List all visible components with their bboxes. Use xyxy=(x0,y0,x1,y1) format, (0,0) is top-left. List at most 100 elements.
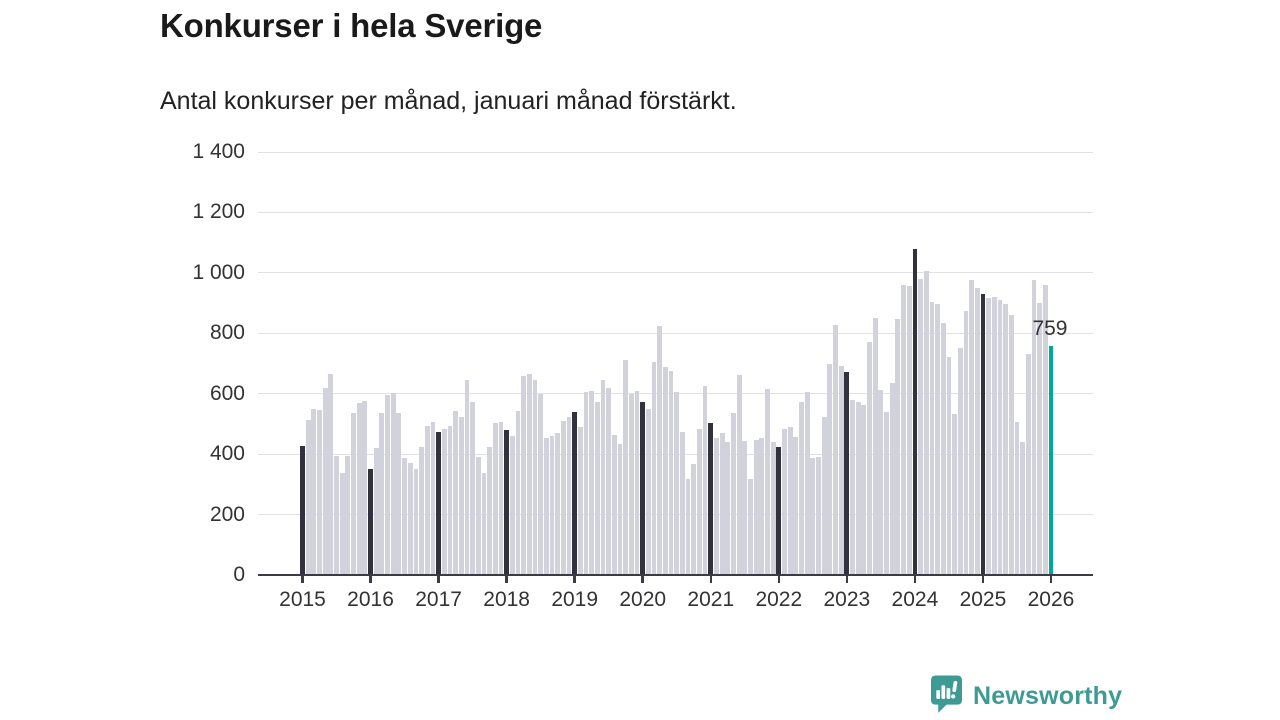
month-bar xyxy=(674,391,680,575)
month-bar xyxy=(770,442,776,575)
month-bar xyxy=(628,394,634,575)
y-axis-label: 600 xyxy=(209,381,245,405)
month-bar xyxy=(481,473,487,575)
month-bar xyxy=(680,432,685,575)
month-bar xyxy=(923,271,929,575)
month-bar xyxy=(424,425,430,575)
month-bar xyxy=(782,429,787,575)
y-axis-label: 1 400 xyxy=(192,140,245,163)
month-bar xyxy=(1025,354,1031,575)
month-bar xyxy=(1042,285,1048,575)
month-bar xyxy=(861,405,867,575)
month-bar xyxy=(532,380,538,575)
month-bar xyxy=(753,439,759,575)
month-bar xyxy=(549,436,555,575)
month-bar xyxy=(855,401,861,575)
value-label: 759 xyxy=(1032,316,1068,340)
month-bar xyxy=(759,438,765,575)
month-bar xyxy=(935,303,940,575)
month-bar xyxy=(850,399,855,575)
chart-subtitle: Antal konkurser per månad, januari månad… xyxy=(160,87,737,115)
month-bar xyxy=(929,301,935,575)
month-bar xyxy=(957,348,963,575)
month-bar xyxy=(827,364,833,575)
x-axis-tick xyxy=(573,576,576,584)
month-bar xyxy=(464,380,470,575)
month-bar xyxy=(742,440,748,575)
month-bar xyxy=(356,403,362,575)
month-bar xyxy=(402,458,407,575)
month-bar xyxy=(566,417,572,575)
month-bar xyxy=(697,429,702,575)
month-bar xyxy=(1014,422,1020,575)
month-bar xyxy=(889,382,895,575)
highlighted-bar xyxy=(1048,345,1054,575)
january-bar xyxy=(912,248,918,575)
month-bar xyxy=(691,464,697,575)
month-bar xyxy=(322,387,328,575)
month-bar xyxy=(748,479,753,575)
month-bar xyxy=(441,429,447,575)
x-axis-tick xyxy=(641,576,644,584)
x-axis-label: 2015 xyxy=(279,588,326,611)
january-bar xyxy=(436,431,441,575)
month-bar xyxy=(475,457,481,575)
month-bar xyxy=(833,324,838,575)
month-bar xyxy=(787,426,793,575)
month-bar xyxy=(685,478,691,575)
x-axis-tick xyxy=(437,576,440,584)
month-bar xyxy=(413,469,419,575)
x-axis-tick xyxy=(981,576,985,584)
month-bar xyxy=(339,473,345,575)
gridline xyxy=(258,332,1093,334)
month-bar xyxy=(731,413,736,575)
month-bar xyxy=(419,447,424,575)
january-bar xyxy=(504,429,510,575)
month-bar xyxy=(317,410,322,575)
month-bar xyxy=(407,462,413,575)
month-bar xyxy=(487,447,493,575)
month-bar xyxy=(878,389,884,575)
month-bar xyxy=(1008,315,1014,575)
x-axis-tick xyxy=(301,576,304,584)
month-bar xyxy=(362,400,368,575)
x-axis-label: 2019 xyxy=(551,588,599,611)
month-bar xyxy=(379,412,385,575)
x-axis-label: 2025 xyxy=(959,588,1007,611)
month-bar xyxy=(390,392,396,575)
month-bar xyxy=(543,438,549,575)
january-bar xyxy=(300,445,305,575)
x-axis-label: 2021 xyxy=(687,588,735,611)
x-axis-label: 2018 xyxy=(483,588,530,611)
month-bar xyxy=(498,422,504,575)
x-axis-line xyxy=(258,573,1093,577)
x-axis-tick xyxy=(369,576,372,584)
x-axis-label: 2020 xyxy=(619,588,667,611)
month-bar xyxy=(606,387,612,575)
january-bar xyxy=(980,294,986,575)
month-bar xyxy=(583,391,589,575)
month-bar xyxy=(594,402,600,575)
brand-name: Newsworthy xyxy=(973,682,1123,710)
month-bar xyxy=(328,374,334,575)
month-bar xyxy=(351,413,356,575)
x-axis-tick xyxy=(1049,576,1053,584)
x-axis-label: 2022 xyxy=(755,588,803,611)
x-axis-tick xyxy=(913,576,917,584)
month-bar xyxy=(311,408,317,575)
month-bar xyxy=(918,278,923,575)
january-bar xyxy=(776,447,782,575)
y-axis-label: 1 200 xyxy=(192,200,245,224)
january-bar xyxy=(708,423,714,575)
month-bar xyxy=(946,357,952,575)
month-bar xyxy=(1031,279,1037,575)
month-bar xyxy=(470,401,475,575)
month-bar xyxy=(816,456,821,575)
gridline xyxy=(258,151,1093,153)
month-bar xyxy=(963,310,969,575)
y-axis-label: 400 xyxy=(209,442,245,466)
month-bar xyxy=(345,455,351,575)
month-bar xyxy=(385,394,390,575)
gridline xyxy=(258,272,1093,274)
month-bar xyxy=(997,299,1003,575)
